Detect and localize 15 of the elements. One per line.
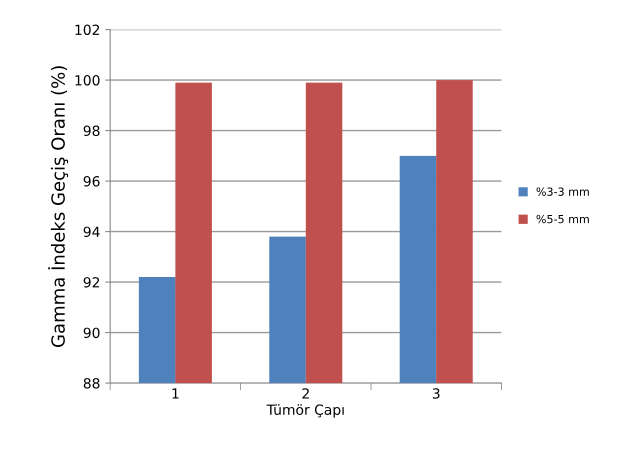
y-tick-label: 102 [75,24,100,36]
legend-label: %3-3 mm [536,187,589,196]
x-tick-label: 2 [302,388,309,399]
y-tick-label: 92 [84,277,100,288]
y-tick-label: 96 [84,176,100,187]
y-tick-label: 94 [84,226,100,238]
y-tick-label: 88 [84,378,100,389]
y-tick-label: 98 [84,126,100,136]
legend-label: %5-5 mm [536,214,589,224]
x-axis-title: Tümör Çapı [266,404,344,418]
y-tick-label: 100 [75,75,100,86]
y-axis-title: Gamma İndeks Geçiş Oranı (%) [48,66,68,347]
x-tick-label: 1 [172,388,179,399]
y-tick-label: 90 [84,328,100,338]
x-tick-label: 3 [432,388,440,399]
